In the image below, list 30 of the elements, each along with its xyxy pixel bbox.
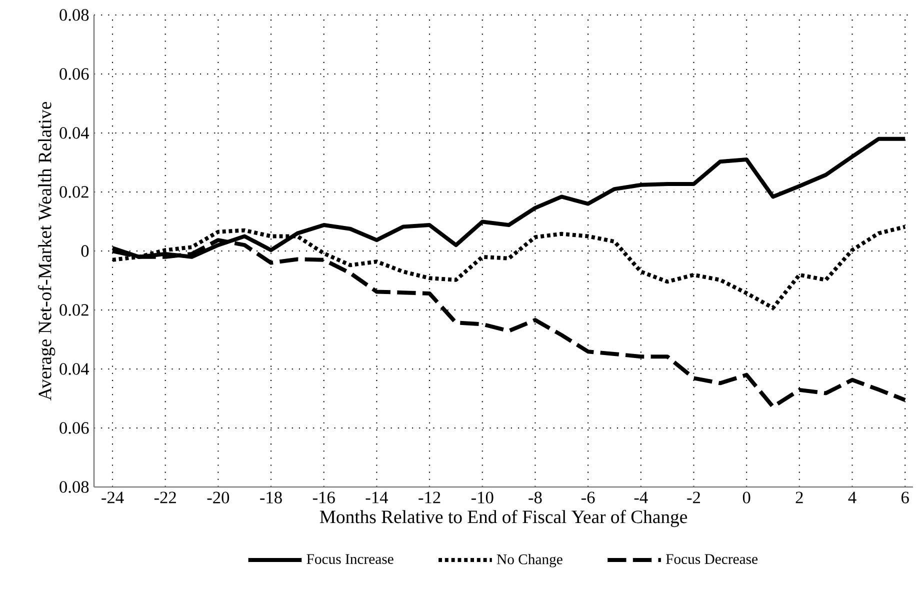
x-tick-label: -24 (102, 492, 124, 504)
x-tick-label: -8 (528, 492, 542, 504)
y-tick-label: 0.04 (60, 363, 90, 375)
x-tick-label: 2 (796, 492, 803, 504)
x-tick-label: -20 (207, 492, 230, 504)
legend-label: Focus Increase (306, 554, 394, 564)
y-tick-label: 0.04 (60, 127, 90, 139)
x-axis-title: Months Relative to End of Fiscal Year of Change (320, 510, 688, 528)
x-tick-label: -14 (366, 492, 388, 504)
x-tick-label: -4 (634, 492, 648, 504)
y-tick-label: 0.02 (60, 186, 88, 198)
x-tick-label: -10 (471, 492, 494, 504)
x-tick-label: 0 (742, 492, 750, 504)
y-tick-label: 0.02 (60, 304, 88, 316)
legend-label: No Change (496, 554, 562, 568)
x-tick-label: -18 (260, 492, 282, 504)
x-tick-label: -12 (418, 492, 440, 504)
legend-label: Focus Decrease (666, 554, 758, 564)
y-tick-label: 0.06 (60, 422, 89, 434)
y-tick-label: 0 (81, 245, 89, 257)
x-tick-label: -2 (687, 492, 700, 504)
y-tick-label: 0.06 (60, 68, 89, 80)
x-tick-label: -6 (581, 492, 595, 504)
x-tick-label: 4 (848, 492, 856, 504)
y-tick-label: 0.08 (60, 9, 89, 21)
x-tick-label: -16 (312, 492, 335, 504)
x-tick-label: -22 (154, 492, 176, 504)
y-tick-label: 0.08 (60, 481, 89, 493)
y-axis-title: Average Net-of-Market Wealth Relative (38, 102, 56, 400)
x-tick-label: 6 (902, 492, 909, 504)
